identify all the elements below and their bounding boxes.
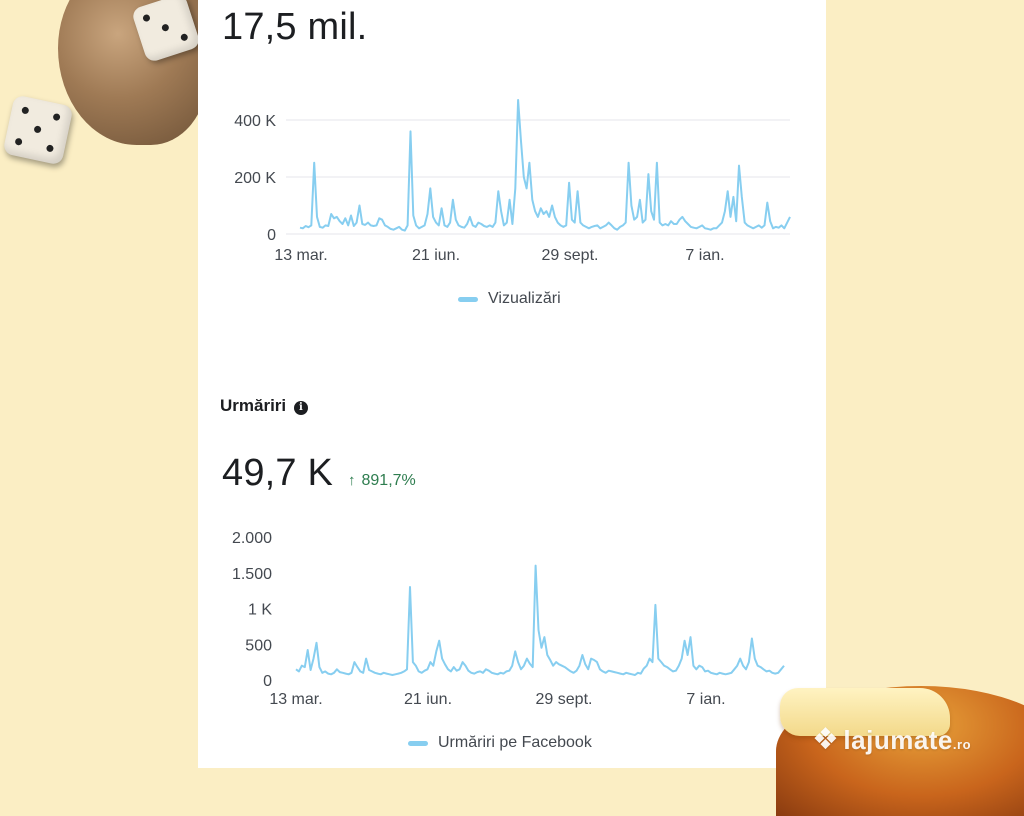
follows-title: Urmăriri i (220, 396, 308, 416)
views-line-chart: 0 200 K 400 K 13 mar. 21 iun. 29 sept. 7 ian. (234, 99, 791, 264)
x-tick-label: 29 sept. (536, 691, 593, 708)
y-tick-label: 200 K (234, 170, 276, 187)
follows-legend[interactable]: Urmăriri pe Facebook (408, 734, 592, 752)
legend-label: Vizualizări (488, 290, 561, 307)
info-icon[interactable]: i (293, 401, 308, 415)
butter-decoration (780, 688, 950, 736)
y-tick-label: 0 (267, 227, 276, 244)
y-tick-label: 1.500 (232, 566, 272, 583)
watermark-text: lajumate (843, 725, 953, 755)
x-tick-label: 29 sept. (542, 247, 599, 264)
y-tick-label: 1 K (248, 602, 272, 619)
views-total: 17,5 mil. (222, 6, 368, 48)
legend-swatch (458, 296, 478, 302)
y-tick-label: 400 K (234, 113, 276, 130)
follows-change-value: 891,7% (361, 472, 416, 489)
dice-decoration (2, 94, 74, 166)
follows-change: ↑ 891,7% (348, 472, 416, 490)
watermark-suffix: .ro (952, 737, 972, 752)
legend-swatch (408, 740, 428, 746)
arrow-up-icon: ↑ (348, 472, 356, 489)
views-legend[interactable]: Vizualizări (458, 290, 561, 308)
y-tick-label: 0 (263, 673, 272, 690)
x-tick-label: 21 iun. (412, 247, 460, 264)
x-tick-label: 21 iun. (404, 691, 452, 708)
follows-total: 49,7 K (222, 452, 334, 494)
watermark-logo: ❖ lajumate.ro (812, 722, 971, 757)
follows-line-chart: 0 500 1 K 1.500 2.000 13 mar. 21 iun. 29 sept. 7… (232, 530, 785, 708)
x-tick-label: 7 ian. (686, 691, 725, 708)
series-line (299, 99, 791, 232)
follows-title-text: Urmăriri (220, 396, 287, 415)
insights-card: 17,5 mil. 0 200 K 400 K 13 mar. 21 iun. 29 se… (198, 0, 826, 768)
x-tick-label: 13 mar. (269, 691, 322, 708)
y-tick-label: 2.000 (232, 530, 272, 547)
heart-logo-icon: ❖ (812, 723, 840, 756)
x-tick-label: 13 mar. (274, 247, 327, 264)
x-tick-label: 7 ian. (685, 247, 724, 264)
y-tick-label: 500 (245, 637, 272, 654)
series-line (295, 564, 785, 676)
legend-label: Urmăriri pe Facebook (438, 734, 592, 751)
